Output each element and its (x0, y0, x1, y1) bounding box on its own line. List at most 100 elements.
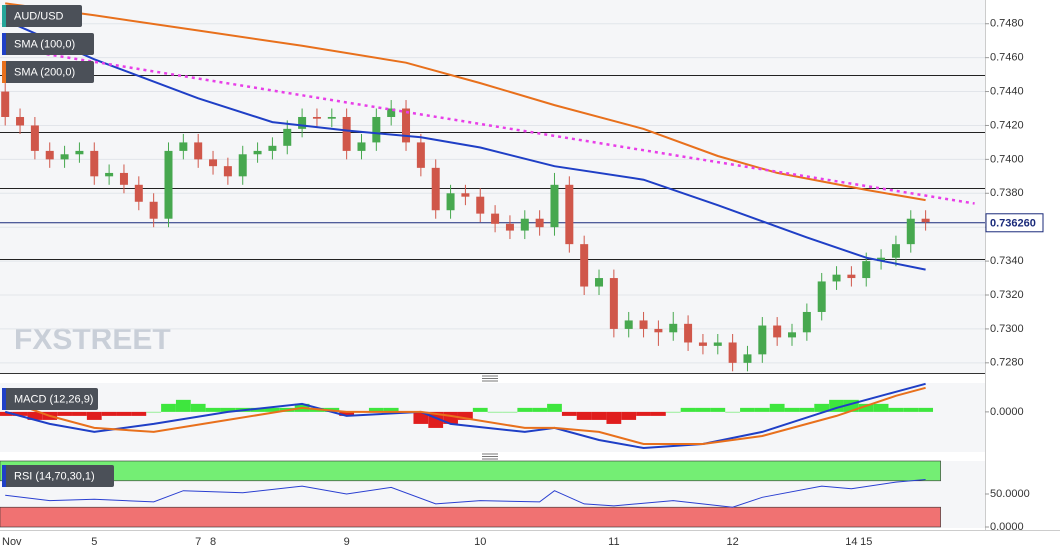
macd-histogram-bar (27, 411, 43, 420)
rsi-band (0, 460, 941, 482)
candle-body (728, 342, 737, 363)
x-tick-label: 12 (727, 536, 739, 548)
legend-swatch (2, 388, 6, 410)
candle-body (194, 142, 203, 160)
y-tick-label: 0.0000 (990, 521, 1024, 533)
legend-label: SMA (100,0) (14, 38, 75, 50)
macd-histogram-bar (591, 411, 607, 420)
candle-body (134, 184, 143, 202)
candle-body (773, 325, 782, 338)
macd-histogram-bar (547, 403, 562, 412)
macd-histogram-bar (621, 411, 637, 420)
line (5, 2, 926, 202)
candle-body (446, 193, 455, 211)
macd-histogram-bar (754, 407, 770, 412)
macd-histogram-bar (368, 407, 384, 412)
macd-histogram-bar (517, 407, 533, 412)
macd-histogram-bar (116, 411, 132, 416)
candle-body (298, 116, 307, 129)
candle-body (535, 218, 544, 228)
legend-box (2, 33, 94, 55)
price-panel (0, 0, 985, 373)
y-tick-label: 0.7400 (990, 153, 1024, 165)
macd-histogram-bar (146, 411, 162, 413)
candle-body (639, 320, 648, 329)
macd-histogram-bar (413, 411, 429, 424)
plot-layer: FXSTREET0.72800.73000.73200.73400.73600.… (0, 2, 1044, 548)
y-tick-label: 0.7440 (990, 85, 1024, 97)
legend-box (2, 388, 98, 410)
candle-body (119, 172, 128, 185)
candle-body (253, 150, 262, 155)
candle-body (669, 323, 678, 333)
last-price-box (985, 213, 1044, 233)
y-tick-label: 0.7420 (990, 119, 1024, 131)
candle-body (402, 108, 411, 143)
candle-body (357, 142, 366, 151)
macd-histogram-bar (725, 411, 741, 413)
y-tick-label: 0.7300 (990, 323, 1024, 335)
candle-body (416, 142, 425, 168)
candle-body (624, 320, 633, 329)
macd-histogram-bar (205, 407, 221, 412)
macd-panel (0, 383, 985, 452)
y-tick-label: 0.7280 (990, 357, 1024, 369)
macd-histogram-bar (57, 411, 72, 416)
candle-body (817, 281, 826, 312)
macd-histogram-bar (695, 407, 711, 412)
line (4, 19, 926, 271)
macd-histogram-bar (161, 403, 176, 412)
splitter[interactable] (482, 375, 498, 382)
candle-body (684, 323, 693, 343)
watermark: FXSTREET (14, 323, 171, 356)
candle-body (654, 328, 663, 333)
x-tick-label: 11 (608, 536, 619, 548)
candle-body (891, 244, 900, 258)
candle-body (30, 125, 39, 151)
macd-histogram-bar (532, 407, 548, 412)
candle-body (223, 166, 232, 177)
splitter[interactable] (482, 453, 498, 460)
macd-histogram-bar (190, 403, 206, 412)
candle-body (372, 116, 381, 143)
y-tick-label: 50.0000 (990, 488, 1030, 500)
candle-body (105, 172, 114, 177)
legend-swatch (2, 33, 6, 55)
legend-label: MACD (12,26,9) (14, 393, 93, 405)
candle-body (45, 150, 54, 160)
legend-box (2, 465, 114, 487)
legend-box (2, 61, 94, 83)
candle-body (164, 150, 173, 219)
macd-histogram-bar (665, 411, 681, 413)
candle-body (75, 150, 84, 155)
legend-swatch (2, 5, 6, 27)
x-tick-label: 14 (845, 536, 857, 548)
x-tick-label: 7 (195, 536, 201, 548)
macd-histogram-bar (472, 407, 488, 412)
candle-body (1, 91, 10, 117)
y-tick-label: 0.7460 (990, 52, 1024, 64)
macd-histogram-bar (502, 411, 518, 413)
y-tick-label: 0.7320 (990, 289, 1024, 301)
legend-swatch (2, 465, 6, 487)
macd-histogram-bar (175, 399, 191, 412)
candle-body (862, 261, 871, 279)
macd-histogram-bar (888, 407, 904, 412)
macd-histogram-bar (784, 407, 800, 412)
macd-histogram-bar (636, 411, 651, 416)
candle-body (327, 116, 336, 119)
candle-body (149, 201, 158, 219)
x-tick-label: 5 (91, 536, 97, 548)
line (4, 382, 926, 450)
candle-body (476, 196, 485, 214)
line (5, 46, 975, 205)
y-tick-label: 0.0000 (990, 406, 1024, 418)
candle-body (832, 274, 841, 282)
candle-body (565, 184, 574, 245)
rsi-band (0, 506, 941, 528)
macd-histogram-bar (86, 411, 102, 420)
macd-histogram-bar (873, 403, 889, 412)
y-tick-label: 0.7380 (990, 187, 1024, 199)
candle-body (342, 116, 351, 151)
macd-histogram-bar (72, 411, 87, 416)
